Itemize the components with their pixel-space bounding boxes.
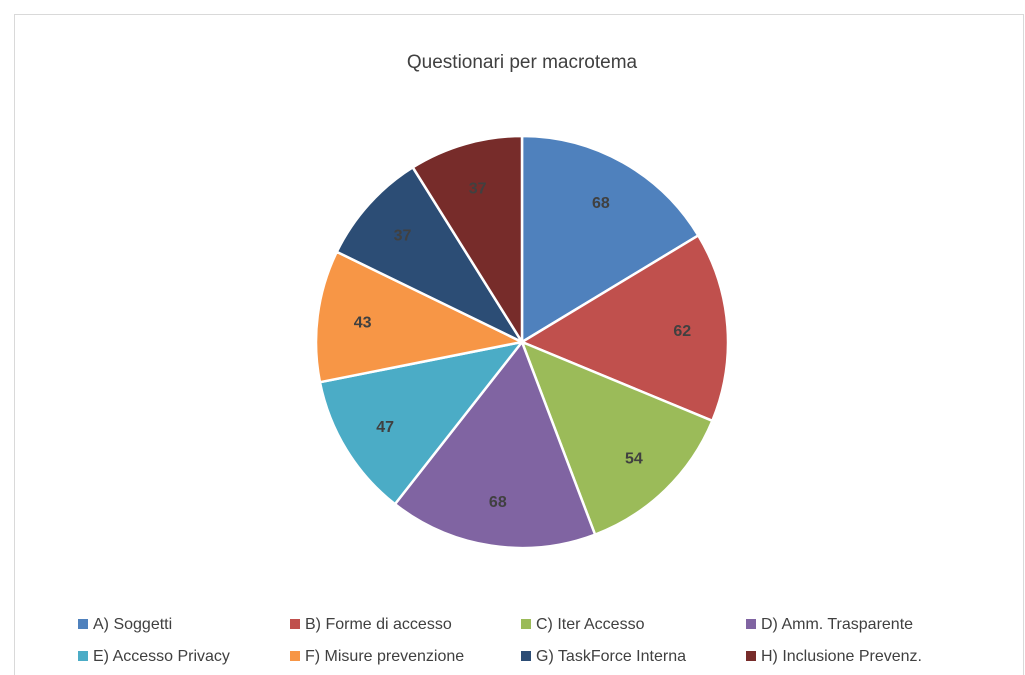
legend-label: G) TaskForce Interna — [536, 648, 686, 665]
data-label: 37 — [394, 228, 412, 245]
legend-swatch — [290, 651, 300, 661]
pie-slice — [411, 134, 524, 347]
data-label: 37 — [469, 181, 487, 198]
data-labels: 68 62 54 68 47 43 37 37 — [354, 181, 691, 511]
legend-label: C) Iter Accesso — [536, 616, 645, 633]
pie-slice — [314, 250, 526, 384]
data-label: 54 — [625, 450, 643, 467]
legend-swatch — [78, 619, 88, 629]
legend-label: E) Accesso Privacy — [93, 648, 230, 665]
legend-swatch — [746, 619, 756, 629]
legend-swatch — [521, 651, 531, 661]
legend-label: F) Misure prevenzione — [305, 648, 464, 665]
legend-label: B) Forme di accesso — [305, 616, 452, 633]
pie-slice — [393, 339, 597, 550]
chart-title: Questionari per macrotema — [407, 52, 638, 73]
legend-swatch — [521, 619, 531, 629]
pie-slice — [520, 134, 701, 345]
legend-swatch — [746, 651, 756, 661]
pie-slice — [519, 233, 730, 423]
data-label: 62 — [673, 323, 691, 340]
pie-slice — [335, 165, 526, 346]
legend-label: H) Inclusione Prevenz. — [761, 648, 922, 665]
data-label: 43 — [354, 314, 372, 331]
data-label: 68 — [489, 494, 507, 511]
data-label: 47 — [376, 419, 394, 436]
data-label: 68 — [592, 195, 610, 212]
legend-label: D) Amm. Trasparente — [761, 616, 913, 633]
chart-frame — [14, 14, 1024, 675]
legend-swatch — [78, 651, 88, 661]
pie-slice — [318, 340, 526, 506]
legend: A) Soggetti B) Forme di accesso C) Iter Ac… — [78, 616, 922, 665]
legend-swatch — [290, 619, 300, 629]
pie-slice — [519, 339, 714, 537]
legend-label: A) Soggetti — [93, 616, 172, 633]
pie-slices — [314, 134, 730, 550]
